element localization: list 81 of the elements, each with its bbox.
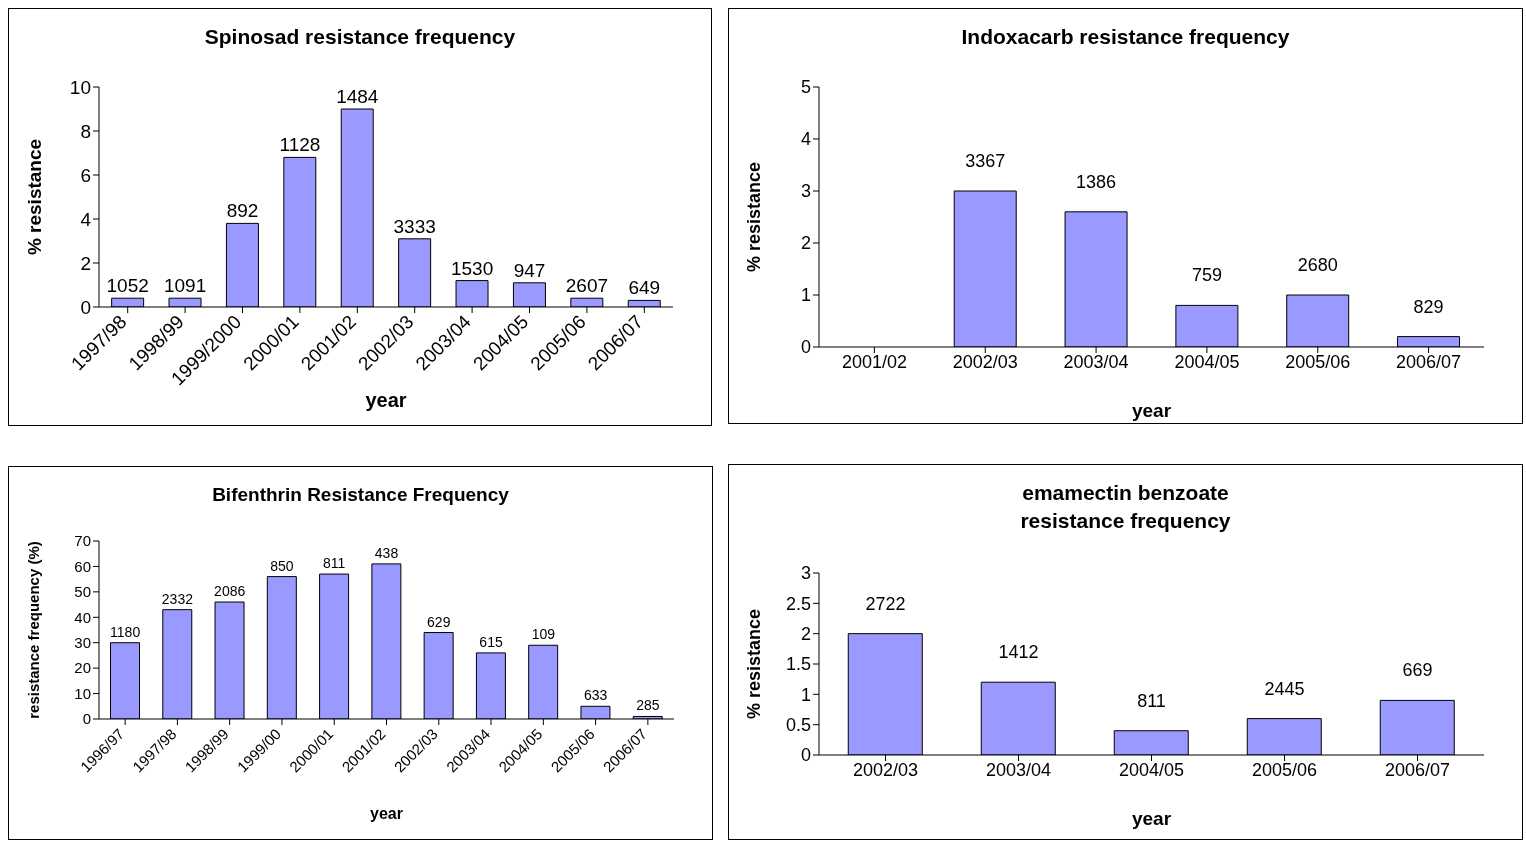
annotation: 1091: [163, 275, 207, 297]
x-tick-label: 2006/07: [1396, 351, 1462, 372]
annotation: 2332: [161, 590, 194, 607]
annotation: 1530: [450, 257, 494, 279]
x-tick-label: 2004/05: [1174, 351, 1240, 372]
annotation: 649: [628, 277, 661, 299]
x-axis-title: year: [1131, 808, 1172, 829]
y-tick-label: 4: [800, 129, 811, 150]
x-tick-label: 2005/06: [1285, 351, 1351, 372]
x-tick-label: 2002/03: [952, 351, 1018, 372]
y-tick-label: 0: [80, 296, 91, 318]
annotation: 811: [1137, 690, 1166, 711]
annotation: 2680: [1297, 255, 1338, 275]
y-tick-label: 5: [800, 77, 811, 98]
annotation: 1128: [279, 134, 321, 156]
y-tick-label: 1: [800, 684, 811, 705]
y-tick-label: 2.5: [785, 593, 811, 614]
annotation: 1180: [110, 623, 141, 640]
chart-title: Indoxacarb resistance frequency: [960, 24, 1291, 50]
x-tick-label: 2003/04: [1063, 351, 1129, 372]
x-axis-title: year: [370, 805, 403, 822]
y-tick-label: 3: [800, 181, 811, 202]
annotation: 759: [1191, 265, 1222, 286]
y-tick-label: 0: [82, 710, 91, 728]
x-axis-title: year: [365, 389, 407, 411]
annotation: 2086: [214, 583, 246, 600]
y-tick-label: 30: [74, 634, 91, 652]
annotation: 1484: [336, 86, 379, 107]
x-tick-label: 2005/06: [1251, 759, 1318, 780]
annotation: 633: [583, 687, 608, 704]
x-axis-title: year: [1131, 400, 1172, 421]
y-tick-label: 40: [74, 608, 91, 626]
y-tick-label: 4: [80, 208, 92, 230]
y-tick-label: 10: [74, 684, 91, 702]
y-tick-label: 8: [80, 120, 91, 142]
annotation: 811: [323, 555, 346, 572]
annotation: 1412: [998, 642, 1039, 663]
x-tick-label: 2006/07: [1384, 759, 1451, 780]
y-tick-label: 60: [74, 557, 91, 575]
annotation: 109: [531, 626, 556, 643]
x-tick-label: 2001/02: [841, 351, 907, 372]
y-tick-label: 2: [80, 252, 91, 274]
y-tick-label: 1.5: [785, 654, 811, 675]
annotation: 850: [270, 557, 294, 574]
x-tick-label: 2004/05: [1118, 759, 1185, 780]
chart-title: Spinosad resistance frequency: [203, 24, 517, 50]
annotation: 438: [374, 544, 399, 561]
annotation: 829: [1413, 296, 1444, 317]
y-tick-label: 20: [74, 659, 91, 677]
annotation: 892: [226, 200, 259, 222]
annotation: 1386: [1076, 171, 1117, 192]
y-axis-title: resistance frequency (%): [25, 541, 43, 719]
y-axis-title: % resistance: [744, 161, 765, 273]
y-axis-title: % resistance: [744, 608, 765, 720]
annotation: 947: [513, 259, 546, 281]
y-tick-label: 1: [800, 285, 811, 306]
annotation: 3333: [393, 215, 436, 237]
y-tick-label: 0: [800, 745, 811, 766]
y-tick-label: 0.5: [785, 715, 811, 736]
x-tick-label: 2002/03: [852, 759, 919, 780]
y-axis-title: % resistance: [23, 138, 45, 256]
annotation: 285: [636, 697, 660, 714]
y-tick-label: 3: [800, 563, 811, 584]
y-tick-label: 2: [800, 233, 811, 254]
y-tick-label: 70: [74, 532, 91, 550]
chart-title: Bifenthrin Resistance Frequency: [211, 483, 510, 507]
chart-title: emamectin benzoate resistance frequency: [1019, 480, 1232, 534]
y-tick-label: 50: [74, 583, 91, 601]
annotation: 2607: [565, 275, 609, 297]
annotation: 615: [479, 633, 503, 650]
annotation: 2445: [1264, 678, 1305, 699]
y-tick-label: 0: [800, 337, 811, 358]
x-tick-label: 2003/04: [985, 759, 1052, 780]
annotation: 629: [427, 613, 451, 630]
y-tick-label: 10: [69, 76, 91, 98]
y-tick-label: 6: [80, 164, 91, 186]
annotation: 1052: [106, 275, 149, 297]
annotation: 669: [1402, 660, 1433, 681]
annotation: 2722: [865, 593, 906, 614]
y-tick-label: 2: [800, 624, 811, 645]
annotation: 3367: [965, 151, 1006, 171]
